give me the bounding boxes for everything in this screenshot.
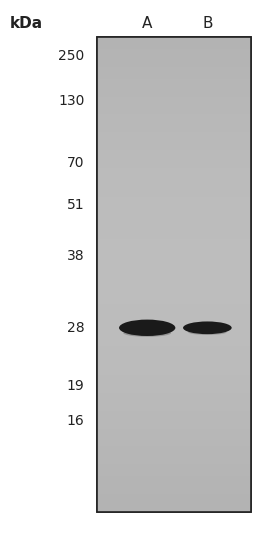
Text: 70: 70 bbox=[67, 156, 84, 169]
Bar bbox=[97, 203, 251, 209]
Bar bbox=[97, 215, 251, 221]
Bar bbox=[97, 500, 251, 506]
Text: 19: 19 bbox=[67, 379, 84, 393]
Bar bbox=[97, 411, 251, 417]
Bar bbox=[97, 102, 251, 109]
Bar bbox=[97, 447, 251, 453]
Bar bbox=[97, 381, 251, 387]
Bar bbox=[97, 346, 251, 352]
Bar bbox=[97, 185, 251, 191]
Bar bbox=[97, 245, 251, 251]
Bar bbox=[97, 197, 251, 203]
Bar bbox=[97, 79, 251, 85]
Bar bbox=[97, 458, 251, 464]
Bar bbox=[97, 227, 251, 233]
Bar bbox=[97, 358, 251, 364]
Bar bbox=[97, 144, 251, 150]
Bar bbox=[97, 375, 251, 381]
Bar bbox=[97, 506, 251, 512]
Text: 51: 51 bbox=[67, 198, 84, 212]
Bar bbox=[97, 156, 251, 162]
Bar bbox=[97, 340, 251, 346]
Bar bbox=[97, 73, 251, 79]
Bar bbox=[97, 316, 251, 322]
Bar bbox=[97, 120, 251, 126]
Bar bbox=[97, 37, 251, 512]
Bar bbox=[97, 387, 251, 393]
Bar bbox=[97, 352, 251, 358]
Bar bbox=[97, 429, 251, 434]
Bar bbox=[97, 364, 251, 369]
Bar bbox=[97, 304, 251, 310]
Bar bbox=[97, 138, 251, 144]
Bar bbox=[97, 369, 251, 375]
Bar bbox=[97, 168, 251, 174]
Bar bbox=[97, 470, 251, 476]
Bar bbox=[97, 405, 251, 411]
Bar bbox=[97, 464, 251, 470]
Bar bbox=[97, 476, 251, 482]
Bar bbox=[97, 239, 251, 245]
Ellipse shape bbox=[188, 329, 227, 335]
Bar bbox=[97, 37, 251, 512]
Bar bbox=[97, 328, 251, 334]
Bar bbox=[97, 180, 251, 185]
Ellipse shape bbox=[119, 320, 175, 336]
Ellipse shape bbox=[183, 321, 232, 334]
Bar bbox=[97, 191, 251, 197]
Bar bbox=[97, 108, 251, 115]
Bar bbox=[97, 251, 251, 257]
Bar bbox=[97, 132, 251, 138]
Bar bbox=[97, 257, 251, 263]
Bar bbox=[97, 482, 251, 488]
Bar bbox=[97, 126, 251, 132]
Bar bbox=[97, 61, 251, 67]
Bar bbox=[97, 96, 251, 102]
Bar bbox=[97, 209, 251, 215]
Bar bbox=[97, 280, 251, 286]
Bar bbox=[97, 55, 251, 61]
Bar bbox=[97, 399, 251, 405]
Bar bbox=[97, 269, 251, 274]
Bar bbox=[97, 322, 251, 328]
Bar bbox=[97, 286, 251, 292]
Bar bbox=[97, 310, 251, 316]
Ellipse shape bbox=[123, 329, 171, 337]
Text: B: B bbox=[202, 17, 213, 31]
Bar bbox=[97, 434, 251, 440]
Bar bbox=[97, 162, 251, 168]
Bar bbox=[97, 298, 251, 304]
Bar bbox=[97, 417, 251, 423]
Bar bbox=[97, 37, 251, 43]
Text: 250: 250 bbox=[58, 49, 84, 63]
Bar bbox=[97, 43, 251, 49]
Text: kDa: kDa bbox=[10, 17, 43, 31]
Bar bbox=[97, 233, 251, 239]
Text: A: A bbox=[142, 17, 152, 31]
Text: 16: 16 bbox=[67, 414, 84, 428]
Bar bbox=[97, 453, 251, 458]
Bar bbox=[97, 221, 251, 227]
Text: 38: 38 bbox=[67, 249, 84, 263]
Bar bbox=[97, 423, 251, 429]
Bar bbox=[97, 49, 251, 55]
Bar bbox=[97, 334, 251, 340]
Bar bbox=[97, 174, 251, 180]
Bar bbox=[97, 292, 251, 298]
Text: 28: 28 bbox=[67, 321, 84, 335]
Bar bbox=[97, 393, 251, 399]
Bar bbox=[97, 488, 251, 494]
Bar bbox=[97, 115, 251, 120]
Text: 130: 130 bbox=[58, 94, 84, 108]
Bar bbox=[97, 150, 251, 156]
Bar bbox=[97, 85, 251, 91]
Bar bbox=[97, 263, 251, 269]
Bar bbox=[97, 494, 251, 500]
Bar bbox=[97, 440, 251, 447]
Bar bbox=[97, 91, 251, 96]
Bar bbox=[97, 67, 251, 73]
Bar bbox=[97, 274, 251, 280]
